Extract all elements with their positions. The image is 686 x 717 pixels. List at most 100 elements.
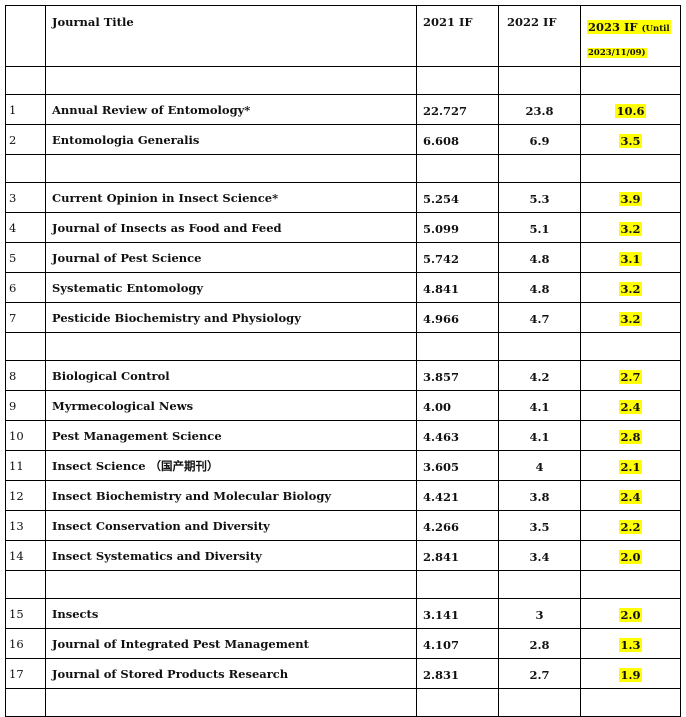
if-2022-value: 4.8 [498,272,581,303]
highlighted-if-2023: 3.5 [619,133,642,148]
if-2021-value: 22.727 [416,94,499,125]
empty-cell [580,154,681,183]
if-2021-value: 3.857 [416,360,499,391]
empty-cell [45,570,417,599]
table-row: 3 Current Opinion in Insect Science* 5.254… [5,182,681,213]
empty-cell [580,332,681,361]
if-2022-value: 4.8 [498,242,581,273]
highlighted-if-2023: 2.7 [619,369,642,384]
empty-cell [5,66,46,95]
empty-cell [45,332,417,361]
if-2021-value: 4.421 [416,480,499,511]
if-2023-value: 2.8 [580,420,681,451]
journal-title: Pesticide Biochemistry and Physiology [45,302,417,333]
if-2022-value: 3.8 [498,480,581,511]
if-2023-value: 3.5 [580,124,681,155]
empty-cell [5,570,46,599]
row-number: 9 [5,390,46,421]
journal-title: Current Opinion in Insect Science* [45,182,417,213]
header-2021-if: 2021 IF [416,5,499,67]
if-2021-value: 2.831 [416,658,499,689]
highlighted-if-2023: 1.3 [619,637,642,652]
if-2021-value: 6.608 [416,124,499,155]
if-2023-value: 10.6 [580,94,681,125]
table-row: 1 Annual Review of Entomology* 22.727 23.8 1… [5,94,681,125]
if-2022-value: 3.5 [498,510,581,541]
table-row: 4 Journal of Insects as Food and Feed 5.09… [5,212,681,243]
if-2022-value: 3.4 [498,540,581,571]
if-2022-value: 4 [498,450,581,481]
empty-cell [498,66,581,95]
journal-title: Pest Management Science [45,420,417,451]
header-journal-title: Journal Title [45,5,417,67]
journal-title: Insects [45,598,417,629]
if-2022-value: 4.2 [498,360,581,391]
highlighted-if-2023: 2.0 [619,607,642,622]
header-2022-if: 2022 IF [498,5,581,67]
highlighted-if-2023: 2.1 [619,459,642,474]
table-row: 16 Journal of Integrated Pest Management 4… [5,628,681,659]
row-number: 12 [5,480,46,511]
row-number: 2 [5,124,46,155]
if-2023-value: 3.2 [580,272,681,303]
if-2023-value: 2.0 [580,598,681,629]
if-2023-value: 3.1 [580,242,681,273]
journal-title: Entomologia Generalis [45,124,417,155]
empty-cell [416,570,499,599]
if-2022-value: 4.1 [498,420,581,451]
empty-cell [45,688,417,717]
if-2023-value: 1.9 [580,658,681,689]
header-row: Journal Title 2021 IF 2022 IF 2023 IF (U… [5,5,681,67]
row-number: 14 [5,540,46,571]
if-2023-value: 1.3 [580,628,681,659]
table-row: 8 Biological Control 3.857 4.2 2.7 [5,360,681,391]
highlighted-if-2023: 2.4 [619,399,642,414]
journal-title: Insect Systematics and Diversity [45,540,417,571]
journal-title: Insect Science （国产期刊） [45,450,417,481]
section-separator-row [5,66,681,95]
table-row: 9 Myrmecological News 4.00 4.1 2.4 [5,390,681,421]
if-2023-value: 2.0 [580,540,681,571]
row-number: 10 [5,420,46,451]
row-number: 1 [5,94,46,125]
if-2022-value: 2.8 [498,628,581,659]
if-2021-value: 3.605 [416,450,499,481]
journal-title: Biological Control [45,360,417,391]
highlighted-if-2023: 3.2 [619,311,642,326]
empty-cell [580,66,681,95]
row-number: 8 [5,360,46,391]
highlighted-if-2023: 2.0 [619,549,642,564]
empty-cell [498,332,581,361]
if-2021-value: 2.841 [416,540,499,571]
if-2021-value: 4.266 [416,510,499,541]
journal-title: Annual Review of Entomology* [45,94,417,125]
if-2023-value: 3.2 [580,302,681,333]
if-2021-value: 4.00 [416,390,499,421]
empty-cell [580,570,681,599]
if-2022-value: 4.7 [498,302,581,333]
table-row: 14 Insect Systematics and Diversity 2.841 3… [5,540,681,571]
if-2022-value: 23.8 [498,94,581,125]
empty-cell [5,332,46,361]
header-2023-if-date: 2023/11/09) [587,48,647,58]
if-2022-value: 5.1 [498,212,581,243]
row-number: 5 [5,242,46,273]
if-2021-value: 4.107 [416,628,499,659]
row-number: 15 [5,598,46,629]
section-separator-row [5,570,681,599]
if-2021-value: 5.742 [416,242,499,273]
if-2023-value: 3.9 [580,182,681,213]
journal-title: Journal of Integrated Pest Management [45,628,417,659]
row-number: 7 [5,302,46,333]
table-row: 11 Insect Science （国产期刊） 3.605 4 2.1 [5,450,681,481]
if-2021-value: 4.463 [416,420,499,451]
table-row: 5 Journal of Pest Science 5.742 4.8 3.1 [5,242,681,273]
header-2023-if: 2023 IF (Until 2023/11/09) [580,5,681,67]
empty-cell [5,154,46,183]
empty-cell [416,154,499,183]
empty-cell [5,688,46,717]
journal-title: Journal of Stored Products Research [45,658,417,689]
section-separator-row [5,154,681,183]
if-2023-value: 2.2 [580,510,681,541]
if-2022-value: 6.9 [498,124,581,155]
